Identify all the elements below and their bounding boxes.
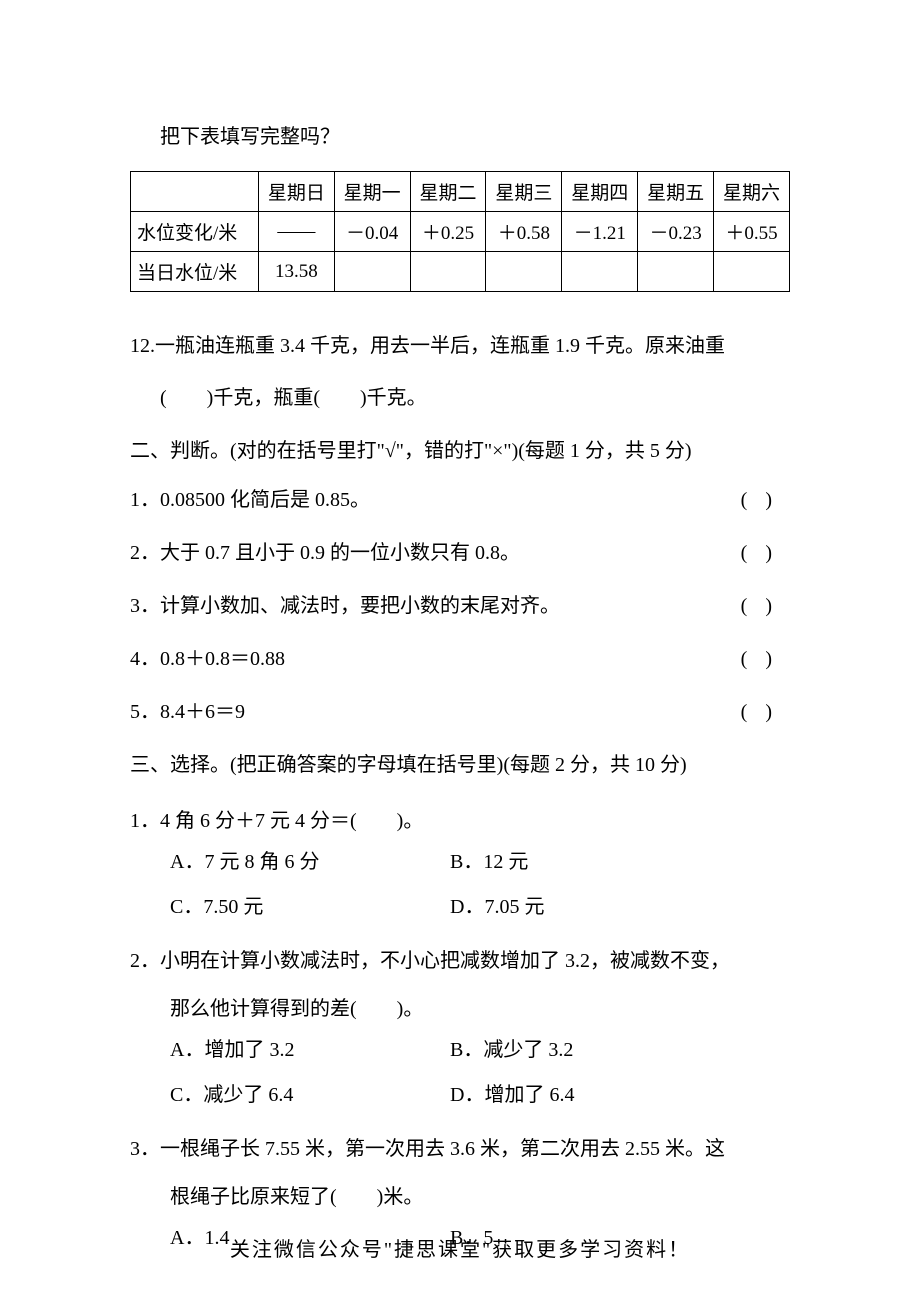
q12-line1: 12.一瓶油连瓶重 3.4 千克，用去一半后，连瓶重 1.9 千克。原来油重 [130, 320, 790, 372]
question-12: 12.一瓶油连瓶重 3.4 千克，用去一半后，连瓶重 1.9 千克。原来油重 (… [130, 320, 790, 424]
q1-options-row1: A．7 元 8 角 6 分 B．12 元 [170, 845, 790, 874]
judge-paren: () [741, 595, 790, 618]
q2-optC: C．减少了 6.4 [170, 1078, 450, 1107]
judge-text: 4．0.8＋0.8＝0.88 [130, 642, 741, 671]
row1-cell6: ＋0.55 [714, 212, 790, 252]
row2-cell3 [486, 252, 562, 292]
water-level-table: 星期日 星期一 星期二 星期三 星期四 星期五 星期六 水位变化/米 —— －0… [130, 171, 790, 292]
row1-cell1: －0.04 [334, 212, 410, 252]
header-monday: 星期一 [334, 172, 410, 212]
judge-paren: () [741, 701, 790, 724]
q1-optA: A．7 元 8 角 6 分 [170, 845, 450, 874]
row2-label: 当日水位/米 [131, 252, 259, 292]
q2-optB: B．减少了 3.2 [450, 1033, 790, 1062]
row2-cell4 [562, 252, 638, 292]
table-header-row: 星期日 星期一 星期二 星期三 星期四 星期五 星期六 [131, 172, 790, 212]
row2-cell1 [334, 252, 410, 292]
header-empty [131, 172, 259, 212]
section2-header: 二、判断。(对的在括号里打"√"，错的打"×")(每题 1 分，共 5 分) [130, 434, 790, 463]
row1-cell2: ＋0.25 [410, 212, 486, 252]
header-wednesday: 星期三 [486, 172, 562, 212]
q1-optC: C．7.50 元 [170, 890, 450, 919]
row2-cell2 [410, 252, 486, 292]
header-thursday: 星期四 [562, 172, 638, 212]
q1-text: 1．4 角 6 分＋7 元 4 分＝( )。 [130, 797, 790, 845]
section3-header: 三、选择。(把正确答案的字母填在括号里)(每题 2 分，共 10 分) [130, 748, 790, 777]
row2-cell5 [638, 252, 714, 292]
judge-text: 5．8.4＋6＝9 [130, 695, 741, 724]
q2-line2: 那么他计算得到的差( )。 [170, 985, 790, 1033]
judge-paren: () [741, 489, 790, 512]
choice-q3: 3．一根绳子长 7.55 米，第一次用去 3.6 米，第二次用去 2.55 米。… [130, 1125, 790, 1250]
q3-line2: 根绳子比原来短了( )米。 [170, 1173, 790, 1221]
row1-label: 水位变化/米 [131, 212, 259, 252]
q2-options-row1: A．增加了 3.2 B．减少了 3.2 [170, 1033, 790, 1062]
q12-line2: ( )千克，瓶重( )千克。 [160, 372, 790, 424]
row1-cell4: －1.21 [562, 212, 638, 252]
table-row: 水位变化/米 —— －0.04 ＋0.25 ＋0.58 －1.21 －0.23 … [131, 212, 790, 252]
judge-text: 2．大于 0.7 且小于 0.9 的一位小数只有 0.8。 [130, 536, 741, 565]
judge-item-5: 5．8.4＋6＝9 () [130, 695, 790, 724]
q2-line1: 2．小明在计算小数减法时，不小心把减数增加了 3.2，被减数不变， [130, 937, 790, 985]
judge-paren: () [741, 542, 790, 565]
header-friday: 星期五 [638, 172, 714, 212]
judge-text: 3．计算小数加、减法时，要把小数的末尾对齐。 [130, 589, 741, 618]
judge-text: 1．0.08500 化简后是 0.85。 [130, 483, 741, 512]
q2-options-row2: C．减少了 6.4 D．增加了 6.4 [170, 1078, 790, 1107]
q1-options-row2: C．7.50 元 D．7.05 元 [170, 890, 790, 919]
table-intro: 把下表填写完整吗？ [160, 120, 790, 149]
row2-cell6 [714, 252, 790, 292]
header-sunday: 星期日 [258, 172, 334, 212]
judge-paren: () [741, 648, 790, 671]
header-tuesday: 星期二 [410, 172, 486, 212]
header-saturday: 星期六 [714, 172, 790, 212]
page-footer: 关注微信公众号"捷思课堂"获取更多学习资料！ [0, 1233, 920, 1262]
choice-q2: 2．小明在计算小数减法时，不小心把减数增加了 3.2，被减数不变， 那么他计算得… [130, 937, 790, 1107]
row1-cell3: ＋0.58 [486, 212, 562, 252]
row1-cell0: —— [258, 212, 334, 252]
choice-q1: 1．4 角 6 分＋7 元 4 分＝( )。 A．7 元 8 角 6 分 B．1… [130, 797, 790, 919]
page-content: 把下表填写完整吗？ 星期日 星期一 星期二 星期三 星期四 星期五 星期六 水位… [0, 0, 920, 1250]
row1-cell5: －0.23 [638, 212, 714, 252]
q3-line1: 3．一根绳子长 7.55 米，第一次用去 3.6 米，第二次用去 2.55 米。… [130, 1125, 790, 1173]
judge-item-1: 1．0.08500 化简后是 0.85。 () [130, 483, 790, 512]
table-row: 当日水位/米 13.58 [131, 252, 790, 292]
q2-optD: D．增加了 6.4 [450, 1078, 790, 1107]
q1-optD: D．7.05 元 [450, 890, 790, 919]
row2-cell0: 13.58 [258, 252, 334, 292]
q2-optA: A．增加了 3.2 [170, 1033, 450, 1062]
judge-item-4: 4．0.8＋0.8＝0.88 () [130, 642, 790, 671]
q1-optB: B．12 元 [450, 845, 790, 874]
judge-item-2: 2．大于 0.7 且小于 0.9 的一位小数只有 0.8。 () [130, 536, 790, 565]
judge-item-3: 3．计算小数加、减法时，要把小数的末尾对齐。 () [130, 589, 790, 618]
